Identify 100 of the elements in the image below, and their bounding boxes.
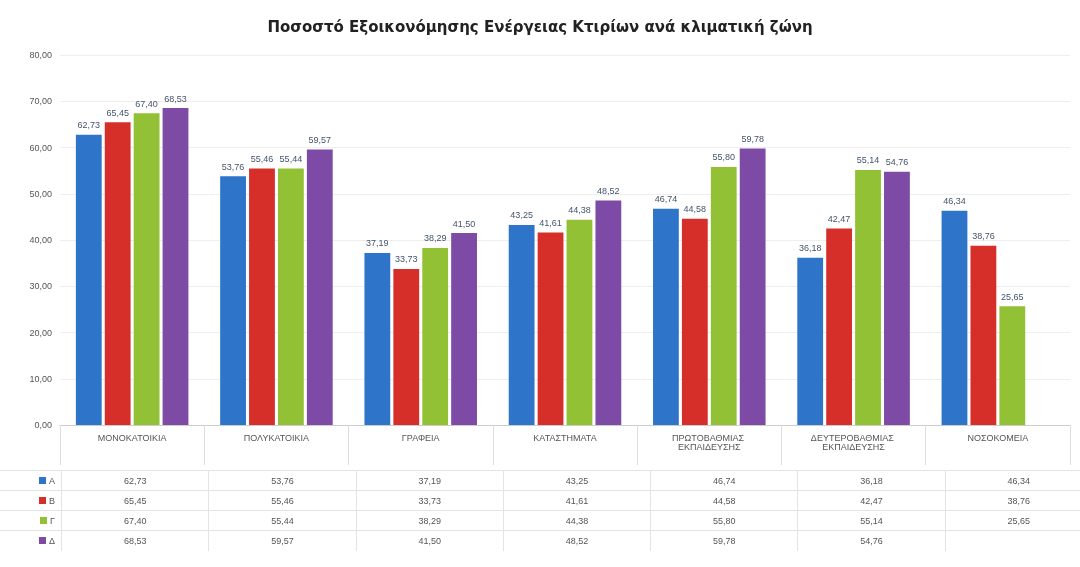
legend-label: Γ — [49, 514, 56, 528]
y-tick-label: 50,00 — [29, 188, 52, 199]
data-label: 37,19 — [356, 470, 504, 491]
text: 67,40 — [135, 98, 158, 109]
text: 48,52 — [597, 186, 620, 197]
data-label: 33,73 — [356, 490, 504, 511]
bar — [999, 306, 1026, 425]
data-label: 55,46 — [208, 490, 357, 511]
bar — [739, 148, 766, 425]
legend-label: Δ — [48, 534, 56, 548]
data-label: 54,76 — [797, 530, 946, 551]
data-label: 59,78 — [650, 530, 798, 551]
data-label: 42,47 — [797, 490, 946, 511]
data-label: 62,73 — [61, 470, 209, 491]
bar — [884, 171, 910, 425]
text: 54,76 — [885, 157, 909, 168]
x-tick-label: ΠΟΛΥΚΑΤΟΙΚΙΑ — [243, 432, 310, 443]
y-tick-label: 80,00 — [29, 50, 52, 60]
text: 62,73 — [77, 120, 101, 131]
text: 44,38 — [568, 205, 591, 216]
bar — [653, 208, 679, 425]
data-label: 25,65 — [945, 510, 1080, 531]
text: 42,47 — [827, 214, 851, 225]
text: 55,46 — [250, 154, 274, 164]
bar — [75, 134, 102, 425]
bar — [508, 224, 535, 425]
data-label: 68,53 — [61, 530, 209, 551]
y-tick-label: 70,00 — [29, 96, 52, 107]
x-tick-label: ΔΕΥΤΕΡΟΒΑΘΜΙΑΣ ΕΚΠΑΙΔΕΥΣΗΣ — [810, 432, 897, 452]
bar — [681, 218, 708, 425]
text: 33,73 — [394, 254, 418, 265]
x-tick-label: ΠΡΩΤΟΒΑΘΜΙΑΣ ΕΚΠΑΙΔΕΥΣΗΣ — [672, 432, 747, 452]
legend-label: Α — [48, 474, 56, 488]
text: 44,58 — [683, 204, 707, 215]
data-label: 48,52 — [503, 530, 651, 551]
data-label: 55,14 — [797, 510, 946, 531]
data-label: 36,18 — [797, 470, 946, 491]
text: 38,76 — [972, 231, 995, 242]
bar — [162, 108, 189, 425]
text: 41,61 — [539, 218, 562, 229]
bar — [970, 245, 997, 425]
data-label: 38,29 — [356, 510, 504, 531]
data-label: 65,45 — [61, 490, 209, 511]
y-tick-label: 20,00 — [29, 327, 52, 338]
y-tick-label: 40,00 — [29, 235, 52, 245]
x-tick-label: ΝΟΣΟΚΟΜΕΙΑ — [967, 432, 1029, 443]
y-tick-label: 30,00 — [29, 281, 52, 292]
text: 37,19 — [366, 238, 389, 249]
data-label: 44,38 — [503, 510, 651, 531]
bar — [364, 253, 391, 425]
text: 53,76 — [221, 161, 245, 172]
bar — [277, 168, 304, 425]
text: 46,74 — [654, 194, 678, 205]
y-tick-label: 10,00 — [29, 373, 52, 384]
data-label: 38,76 — [945, 490, 1080, 511]
bar — [249, 168, 275, 425]
text: 46,34 — [943, 196, 966, 207]
bar — [826, 228, 853, 425]
x-tick-label: ΓΡΑΦΕΙΑ — [401, 432, 440, 443]
bar — [710, 166, 737, 425]
data-label: 46,74 — [650, 470, 798, 491]
text: 55,14 — [856, 155, 880, 166]
bar — [566, 219, 593, 425]
legend-label: Β — [48, 494, 56, 508]
text: 65,45 — [106, 107, 129, 118]
bar — [104, 122, 131, 425]
data-label: 59,57 — [208, 530, 357, 551]
bar — [133, 113, 160, 425]
chart-title: Ποσοστό Εξοικονόμησης Ενέργειας Κτιρίων ανά κλιματική ζώνη — [267, 17, 813, 36]
data-label: 41,50 — [356, 530, 504, 551]
bar — [797, 257, 824, 425]
text: 55,80 — [712, 152, 736, 163]
data-label: 46,34 — [945, 470, 1080, 491]
data-label: 44,58 — [650, 490, 798, 511]
x-tick-label: ΚΑΤΑΣΤΗΜΑΤΑ — [533, 432, 597, 443]
text: 25,65 — [1001, 291, 1024, 302]
text: 55,44 — [279, 154, 303, 165]
text: 59,57 — [308, 134, 332, 145]
data-label: 55,80 — [650, 510, 798, 531]
data-label: 67,40 — [61, 510, 209, 531]
x-tick-label: ΜΟΝΟΚΑΤΟΙΚΙΑ — [97, 432, 167, 443]
bar — [855, 169, 881, 425]
bar — [393, 269, 420, 425]
text: 38,29 — [423, 233, 447, 244]
text: 68,53 — [164, 93, 187, 104]
bar — [220, 176, 246, 425]
bar — [941, 210, 968, 425]
text: 41,50 — [452, 218, 476, 229]
data-label: 41,61 — [503, 490, 651, 511]
data-label: 43,25 — [503, 470, 651, 491]
text: 43,25 — [510, 210, 533, 221]
bar — [537, 232, 564, 425]
y-tick-label: 60,00 — [29, 142, 52, 153]
y-tick-label: 0,00 — [34, 420, 52, 430]
bar — [306, 149, 333, 425]
text: 59,78 — [741, 134, 764, 145]
bar — [422, 247, 449, 425]
bar — [451, 233, 477, 425]
bar — [595, 200, 622, 425]
data-label: 53,76 — [208, 470, 357, 491]
